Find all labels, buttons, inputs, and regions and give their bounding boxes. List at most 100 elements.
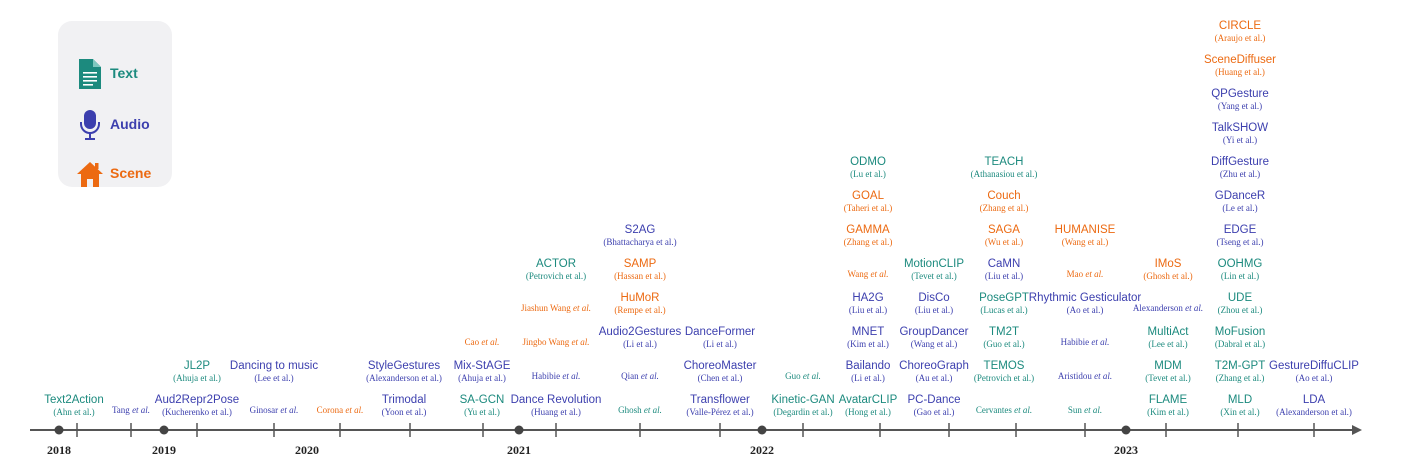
year-label: 2022 [750,443,774,457]
timeline-entry: TEMOS (Petrovich et al.) [974,359,1034,384]
method-authors: (Zhang et al.) [843,237,893,247]
timeline-entry: ACTOR (Petrovich et al.) [526,257,586,282]
timeline-entry: Mix-StAGE (Ahuja et al.) [454,359,511,384]
method-authors: (Wang et al.) [910,339,958,349]
method-name: LDA [1302,394,1326,406]
timeline-entry: TEACH (Athanasiou et al.) [971,155,1038,180]
method-name: UDE [1227,292,1253,304]
timeline-entry: CIRCLE (Araujo et al.) [1215,19,1266,44]
method-authors: (Bhattacharya et al.) [603,237,677,247]
method-name: GDanceR [1214,190,1266,202]
method-authors: (Yoon et al.) [381,407,427,417]
legend-label-audio: Audio [110,116,150,132]
method-authors: (Taheri et al.) [843,203,893,213]
method-authors: Tang et al. [111,405,151,415]
method-name: Dance Revolution [510,394,602,406]
axis-ticks [54,423,1315,437]
method-name: StyleGestures [367,360,441,372]
method-authors: (Guo et al.) [983,339,1025,349]
method-authors: (Zhou et al.) [1217,305,1263,315]
method-authors: Cervantes et al. [975,405,1033,415]
timeline-entry: JL2P (Ahuja et al.) [173,359,221,384]
method-authors: Jingbo Wang et al. [522,337,590,347]
timeline-entry: QPGesture (Yang et al.) [1211,87,1269,112]
timeline-entry-author-only: Ghosh et al. [618,401,662,417]
method-authors: (Lee et al.) [1148,339,1188,349]
method-authors: (Li et al.) [703,339,737,349]
timeline-entry: FLAME (Kim et al.) [1147,393,1189,418]
timeline-entry-author-only: Ginosar et al. [250,401,299,417]
timeline-entry: SA-GCN (Yu et al.) [460,393,505,418]
method-name: Transflower [690,394,750,406]
method-authors: (Yang et al.) [1217,101,1263,111]
method-name: CIRCLE [1218,20,1262,32]
method-authors: (Hong et al.) [845,407,891,417]
timeline-entry: ODMO (Lu et al.) [850,155,886,180]
timeline-entry: Rhythmic Gesticulator (Ao et al.) [1029,291,1141,316]
method-authors: Habibie et al. [1060,337,1110,347]
timeline-entry: MotionCLIP (Tevet et al.) [904,257,964,282]
method-authors: (Ao et al.) [1295,373,1333,383]
method-authors: (Kim et al.) [1147,407,1189,417]
timeline-entry: Dancing to music (Lee et al.) [230,359,318,384]
method-name: Audio2Gestures [598,326,682,338]
method-name: Mix-StAGE [453,360,511,372]
method-authors: (Yu et al.) [464,407,500,417]
method-name: TalkSHOW [1211,122,1269,134]
method-authors: (Athanasiou et al.) [970,169,1038,179]
timeline-entry: Audio2Gestures (Li et al.) [599,325,681,350]
method-authors: (Ahn et al.) [53,407,95,417]
timeline-entry: Transflower (Valle-Pérez et al.) [686,393,753,418]
method-name: MoFusion [1214,326,1266,338]
timeline-entry: Couch (Zhang et al.) [980,189,1029,214]
timeline-entry: HuMoR (Rempe et al.) [614,291,665,316]
method-name: EDGE [1223,224,1257,236]
axis-arrow [1352,425,1362,435]
timeline-entry-author-only: Corona et al. [317,401,364,417]
timeline-entry: Text2Action (Ahn et al.) [44,393,103,418]
method-authors: Ginosar et al. [249,405,299,415]
timeline-entry: EDGE (Tseng et al.) [1216,223,1263,248]
method-authors: (Tevet et al.) [1145,373,1191,383]
method-name: MDM [1154,360,1182,372]
method-authors: (Chen et al.) [697,373,743,383]
method-name: CaMN [987,258,1021,270]
method-name: GOAL [852,190,884,202]
method-authors: Aristidou et al. [1057,371,1113,381]
method-name: OOHMG [1217,258,1263,270]
method-name: S2AG [624,224,656,236]
method-name: Bailando [845,360,891,372]
method-authors: (Kim et al.) [847,339,889,349]
timeline-entry: HA2G (Liu et al.) [849,291,887,316]
year-marker [514,425,524,435]
method-authors: Habibie et al. [531,371,581,381]
year-marker [54,425,64,435]
timeline-entry: AvatarCLIP (Hong et al.) [839,393,898,418]
method-authors: (Lee et al.) [254,373,294,383]
method-authors: Qian et al. [621,371,659,381]
method-authors: Jiashun Wang et al. [520,303,592,313]
method-name: PC-Dance [907,394,961,406]
year-marker [159,425,169,435]
method-name: GestureDiffuCLIP [1269,360,1359,372]
method-authors: (Zhang et al.) [979,203,1029,213]
method-authors: Ghosh et al. [618,405,662,415]
house-icon [77,162,103,187]
method-name: GAMMA [846,224,890,236]
method-authors: (Liu et al.) [914,305,954,315]
document-icon [79,59,101,89]
method-authors: Mao et al. [1066,269,1104,279]
legend-item-scene: Scene [58,154,172,194]
timeline-entry: GDanceR (Le et al.) [1215,189,1266,214]
method-name: TEACH [984,156,1024,168]
timeline-entry: DisCo (Liu et al.) [915,291,953,316]
timeline-entry: UDE (Zhou et al.) [1218,291,1263,316]
method-authors: (Huang et al.) [531,407,581,417]
method-name: QPGesture [1211,88,1269,100]
timeline-entry: PC-Dance (Gao et al.) [907,393,960,418]
timeline-entry-author-only: Aristidou et al. [1058,367,1112,383]
timeline-entry: PoseGPT (Lucas et al.) [979,291,1029,316]
method-name: GroupDancer [899,326,969,338]
method-authors: (Kucherenko et al.) [162,407,232,417]
method-authors: (Tevet et al.) [911,271,957,281]
